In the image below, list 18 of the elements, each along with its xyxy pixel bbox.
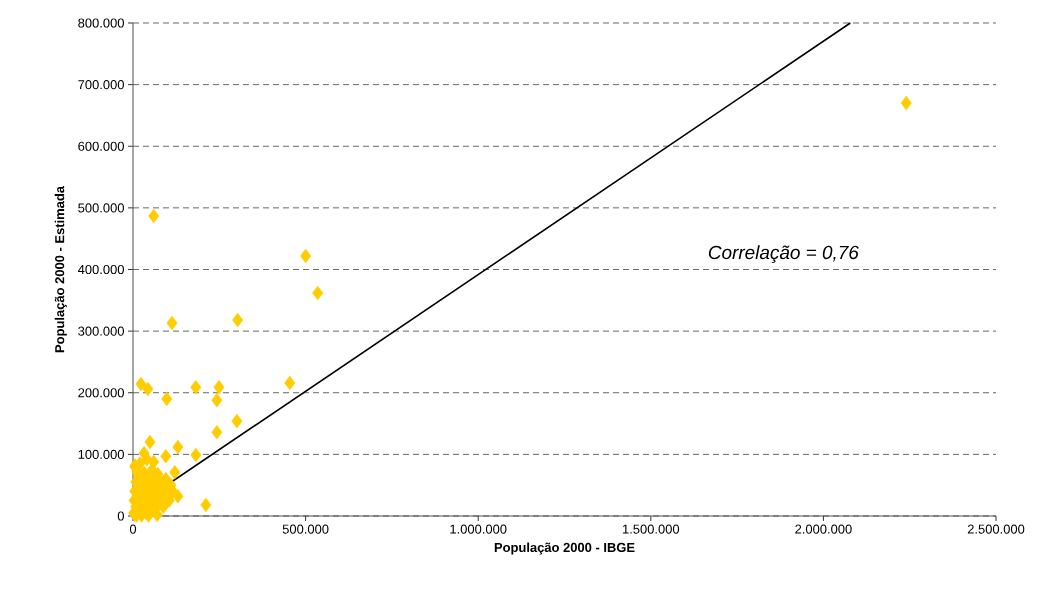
x-tick-label: 500.000 — [282, 524, 329, 534]
y-tick-label: 400.000 — [77, 264, 124, 275]
x-tick-label: 0 — [129, 524, 137, 534]
y-tick-label: 600.000 — [78, 141, 124, 151]
y-tick-label: 500.000 — [78, 203, 124, 213]
y-tick-label: 200.000 — [78, 388, 124, 398]
x-axis-title: População 2000 - IBGE — [494, 542, 635, 555]
annotation: Correlação = 0,76 — [708, 245, 859, 263]
y-tick-label: 100.000 — [78, 449, 124, 459]
y-axis-title: População 2000 - Estimada — [54, 185, 67, 353]
x-tick-label: 2.000.000 — [795, 524, 852, 534]
y-tick-label: 300.000 — [78, 326, 124, 336]
y-tick-label: 700.000 — [78, 80, 124, 90]
x-tick-label: 1.500.000 — [622, 524, 680, 534]
x-tick-label: 1.000.000 — [450, 524, 507, 534]
y-tick-label: 0 — [117, 511, 124, 521]
x-tick-label: 2.500.000 — [967, 524, 1025, 534]
y-tick-label: 800.000 — [78, 18, 124, 28]
